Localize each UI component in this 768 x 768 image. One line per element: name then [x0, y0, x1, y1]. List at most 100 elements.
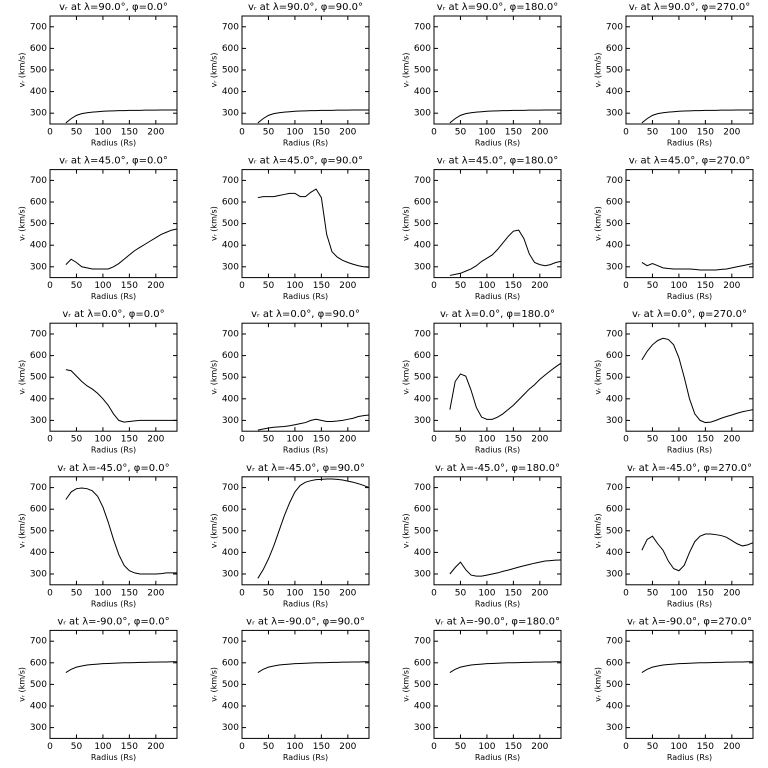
x-tick-label: 100 [286, 281, 303, 291]
y-axis-label: vᵣ (km/s) [594, 53, 603, 88]
x-tick-label: 150 [313, 435, 330, 445]
plot-frame [625, 169, 754, 279]
x-tick-label: 150 [313, 281, 330, 291]
data-line [257, 109, 369, 124]
y-axis-label: vᵣ (km/s) [210, 206, 219, 241]
y-tick-label: 500 [30, 66, 47, 76]
y-tick-label: 600 [222, 351, 239, 361]
y-tick-label: 500 [222, 66, 239, 76]
x-tick-label: 100 [94, 435, 111, 445]
y-tick-label: 600 [414, 505, 431, 515]
data-line [65, 109, 177, 124]
y-axis-label: vᵣ (km/s) [210, 667, 219, 702]
x-tick-label: 200 [531, 742, 548, 752]
data-line [449, 229, 562, 276]
y-tick-label: 600 [414, 44, 431, 54]
y-tick-label: 500 [222, 680, 239, 690]
x-tick-label: 200 [339, 588, 356, 598]
x-tick-label: 200 [723, 128, 740, 138]
panel-title: vᵣ at λ=90.0°, φ=180.0° [437, 2, 558, 13]
x-tick-label: 0 [47, 435, 53, 445]
y-tick-label: 300 [30, 416, 47, 426]
y-tick-label: 300 [222, 416, 239, 426]
y-axis-label: vᵣ (km/s) [594, 206, 603, 241]
x-tick-label: 50 [647, 742, 659, 752]
data-line [65, 487, 177, 575]
y-tick-label: 500 [606, 219, 623, 229]
x-tick-label: 200 [531, 588, 548, 598]
plot-frame [625, 476, 754, 586]
y-tick-label: 600 [606, 658, 623, 668]
y-tick-label: 500 [606, 66, 623, 76]
x-tick-label: 100 [286, 128, 303, 138]
panel: vᵣ at λ=90.0°, φ=90.0° Radius (Rs) vᵣ (km/… [210, 2, 370, 148]
x-tick-label: 50 [647, 281, 659, 291]
y-tick-label: 600 [222, 44, 239, 54]
x-tick-label: 200 [147, 128, 164, 138]
y-tick-label: 400 [414, 394, 431, 404]
panel: vᵣ at λ=-90.0°, φ=0.0° Radius (Rs) vᵣ (km/… [18, 616, 178, 762]
x-axis-label: Radius (Rs) [475, 139, 520, 148]
y-tick-label: 600 [30, 351, 47, 361]
plot-frame [625, 15, 754, 125]
y-tick-label: 500 [30, 526, 47, 536]
y-tick-label: 600 [606, 198, 623, 208]
panel-title: vᵣ at λ=90.0°, φ=90.0° [248, 2, 363, 13]
y-tick-label: 300 [606, 109, 623, 119]
x-tick-label: 200 [531, 435, 548, 445]
data-line [65, 661, 177, 673]
y-tick-label: 600 [30, 44, 47, 54]
x-axis-label: Radius (Rs) [283, 292, 328, 301]
y-tick-label: 500 [30, 680, 47, 690]
x-tick-label: 150 [505, 742, 522, 752]
x-tick-label: 150 [505, 281, 522, 291]
y-tick-label: 700 [30, 637, 47, 647]
panel-title: vᵣ at λ=0.0°, φ=90.0° [251, 309, 360, 320]
data-line [65, 228, 178, 270]
y-tick-label: 600 [606, 351, 623, 361]
panel: vᵣ at λ=0.0°, φ=180.0° Radius (Rs) vᵣ (km/… [402, 309, 562, 455]
y-tick-label: 700 [222, 22, 239, 32]
x-tick-label: 100 [286, 435, 303, 445]
x-tick-label: 0 [623, 435, 629, 445]
x-tick-label: 0 [47, 742, 53, 752]
panel: vᵣ at λ=0.0°, φ=90.0° Radius (Rs) vᵣ (km/s… [210, 309, 370, 455]
y-axis-label: vᵣ (km/s) [210, 53, 219, 88]
y-tick-label: 400 [30, 548, 47, 558]
y-tick-label: 300 [414, 109, 431, 119]
x-tick-label: 150 [697, 588, 714, 598]
panel: vᵣ at λ=-45.0°, φ=0.0° Radius (Rs) vᵣ (km/… [18, 463, 178, 608]
x-axis-label: Radius (Rs) [283, 599, 328, 608]
x-tick-label: 150 [697, 128, 714, 138]
x-tick-label: 0 [623, 588, 629, 598]
x-tick-label: 100 [94, 588, 111, 598]
y-tick-label: 400 [30, 394, 47, 404]
y-axis-label: vᵣ (km/s) [594, 667, 603, 702]
x-tick-label: 0 [239, 588, 245, 598]
x-tick-label: 0 [623, 128, 629, 138]
x-tick-label: 100 [94, 128, 111, 138]
panel: vᵣ at λ=0.0°, φ=0.0° Radius (Rs) vᵣ (km/s)… [18, 309, 178, 455]
panel-title: vᵣ at λ=45.0°, φ=90.0° [248, 156, 363, 167]
y-tick-label: 400 [414, 702, 431, 712]
x-tick-label: 100 [670, 742, 687, 752]
panel: vᵣ at λ=90.0°, φ=180.0° Radius (Rs) vᵣ (km… [402, 2, 562, 148]
y-tick-label: 500 [222, 373, 239, 383]
y-tick-label: 500 [606, 526, 623, 536]
x-tick-label: 0 [431, 281, 437, 291]
x-axis-label: Radius (Rs) [91, 446, 136, 455]
panel: vᵣ at λ=-90.0°, φ=270.0° Radius (Rs) vᵣ (k… [594, 616, 754, 762]
y-tick-label: 600 [414, 658, 431, 668]
y-tick-label: 300 [30, 109, 47, 119]
x-tick-label: 50 [263, 588, 275, 598]
x-tick-label: 150 [313, 742, 330, 752]
y-tick-label: 300 [414, 723, 431, 733]
x-tick-label: 200 [723, 281, 740, 291]
x-tick-label: 0 [431, 742, 437, 752]
y-tick-label: 600 [606, 44, 623, 54]
x-tick-label: 50 [71, 435, 83, 445]
panel-title: vᵣ at λ=90.0°, φ=270.0° [629, 2, 750, 13]
x-tick-label: 50 [263, 281, 275, 291]
data-line [641, 533, 754, 572]
panel: vᵣ at λ=45.0°, φ=270.0° Radius (Rs) vᵣ (km… [594, 156, 754, 301]
